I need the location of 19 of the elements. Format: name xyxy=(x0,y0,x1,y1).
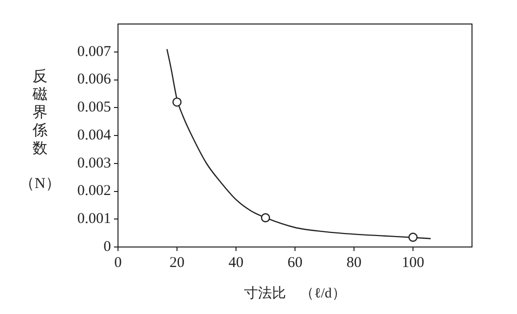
point xyxy=(172,97,182,107)
x-tick-label: 80 xyxy=(346,254,362,271)
y-tick-label: 0.004 xyxy=(77,127,112,144)
y-tick-label: 0.003 xyxy=(77,155,111,172)
x-tick-label: 40 xyxy=(228,254,244,271)
y-tick-label: 0 xyxy=(104,238,111,255)
x-tick-label: 100 xyxy=(402,254,424,271)
x-axis-title: 寸法比 （ℓ/d） xyxy=(244,285,346,302)
x-tick-label: 20 xyxy=(170,254,184,271)
x-tick-label: 0 xyxy=(114,254,122,271)
point xyxy=(260,213,270,222)
y-tick-label: 0.002 xyxy=(77,183,111,200)
point xyxy=(408,232,418,242)
y-tick-label: 0.001 xyxy=(77,211,111,228)
text: 反磁界係数（N） xyxy=(20,69,60,192)
y-tick-label: 0.006 xyxy=(77,72,112,88)
x-tick-label: 60 xyxy=(288,254,302,271)
y-tick-label: 0.007 xyxy=(77,44,112,60)
y-tick-label: 0.005 xyxy=(77,100,111,116)
